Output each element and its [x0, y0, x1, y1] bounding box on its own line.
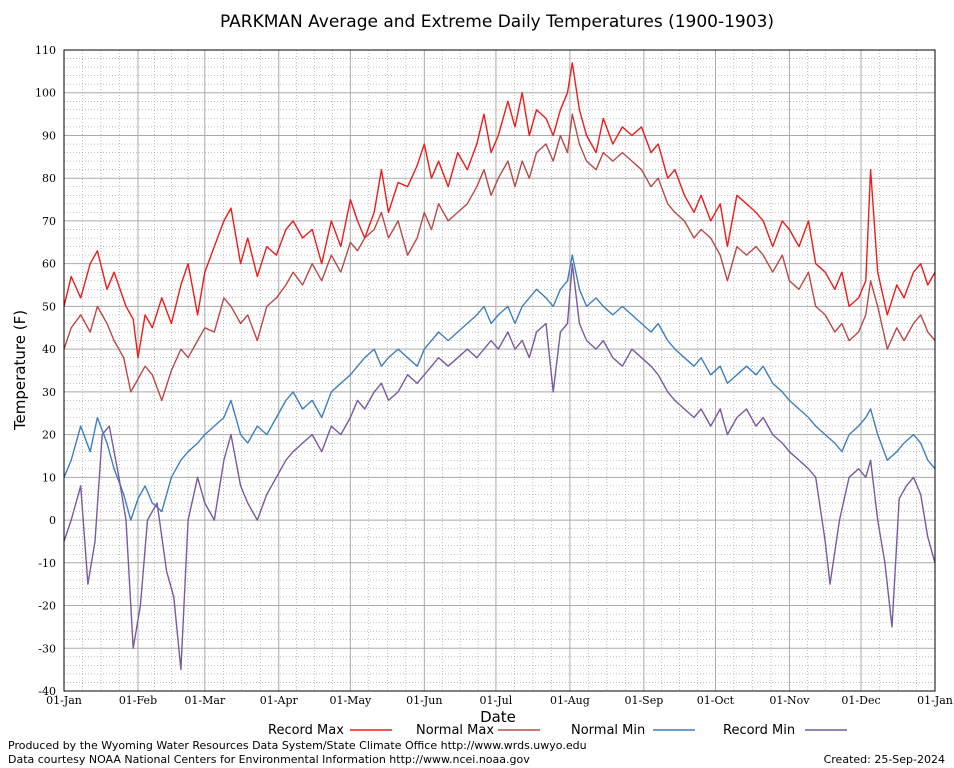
y-tick-label: 0: [49, 514, 56, 527]
y-tick-label: 10: [42, 471, 56, 484]
x-tick-label: 01-Oct: [697, 694, 735, 707]
y-tick-label: 100: [35, 87, 56, 100]
y-tick-label: 110: [35, 44, 56, 57]
plot-frame: [63, 49, 936, 692]
y-tick-label: 80: [42, 172, 56, 185]
y-axis-label: Temperature (F): [11, 310, 29, 431]
x-axis-label: Date: [480, 708, 516, 726]
y-tick-label: 60: [42, 258, 56, 271]
x-tick-label: 01-Nov: [769, 694, 810, 707]
x-tick-label: 01-May: [329, 694, 372, 707]
footer-producer: Produced by the Wyoming Water Resources …: [8, 739, 587, 752]
y-tick-label: -40: [38, 685, 56, 698]
y-tick-label: 90: [42, 129, 56, 142]
legend-label: Normal Max: [416, 723, 494, 738]
x-tick-labels: 01-Jan 01-Feb 01-Mar 01-Apr 01-May 01-Jun 01-J…: [46, 694, 953, 707]
legend-label: Record Min: [723, 723, 795, 738]
footer-data-source: Data courtesy NOAA National Centers for …: [8, 753, 530, 766]
y-tick-label: 20: [42, 429, 56, 442]
series-line-record-max: [63, 62, 936, 359]
major-grid: [63, 49, 936, 692]
x-tick-label: 01-Dec: [841, 694, 880, 707]
footer-created-date: Created: 25-Sep-2024: [824, 753, 945, 766]
y-tick-label: -30: [38, 642, 56, 655]
x-tick-label: 01-Feb: [119, 694, 157, 707]
y-tick-labels: -40 -30 -20 -10 0 10 20 30 40 50 60 70 80 90 100 110: [35, 44, 56, 698]
series-line-normal-max: [63, 113, 936, 402]
series-line-record-min: [63, 263, 936, 671]
series-layer: [63, 62, 936, 671]
chart-title: PARKMAN Average and Extreme Daily Temper…: [220, 12, 774, 32]
y-tick-label: 30: [42, 386, 56, 399]
x-tick-label: 01-Jun: [406, 694, 442, 707]
y-tick-label: -20: [38, 600, 56, 613]
series-line-normal-min: [63, 254, 936, 521]
x-tick-label: 01-Jan: [46, 694, 82, 707]
y-tick-label: 40: [42, 343, 56, 356]
y-tick-label: 50: [42, 300, 56, 313]
x-tick-label: 01-Jan: [917, 694, 953, 707]
y-tick-label: 70: [42, 215, 56, 228]
x-tick-label: 01-Jul: [480, 694, 513, 707]
legend-label: Record Max: [268, 723, 344, 738]
x-tick-label: 01-Apr: [260, 694, 299, 707]
x-tick-label: 01-Aug: [550, 694, 590, 707]
x-tick-label: 01-Mar: [184, 694, 226, 707]
legend: Record Max Normal Max Normal Min Record Min: [268, 723, 847, 738]
legend-label: Normal Min: [571, 723, 645, 738]
x-tick-label: 01-Sep: [624, 694, 663, 707]
minor-grid: [64, 50, 935, 691]
y-tick-label: -10: [38, 557, 56, 570]
